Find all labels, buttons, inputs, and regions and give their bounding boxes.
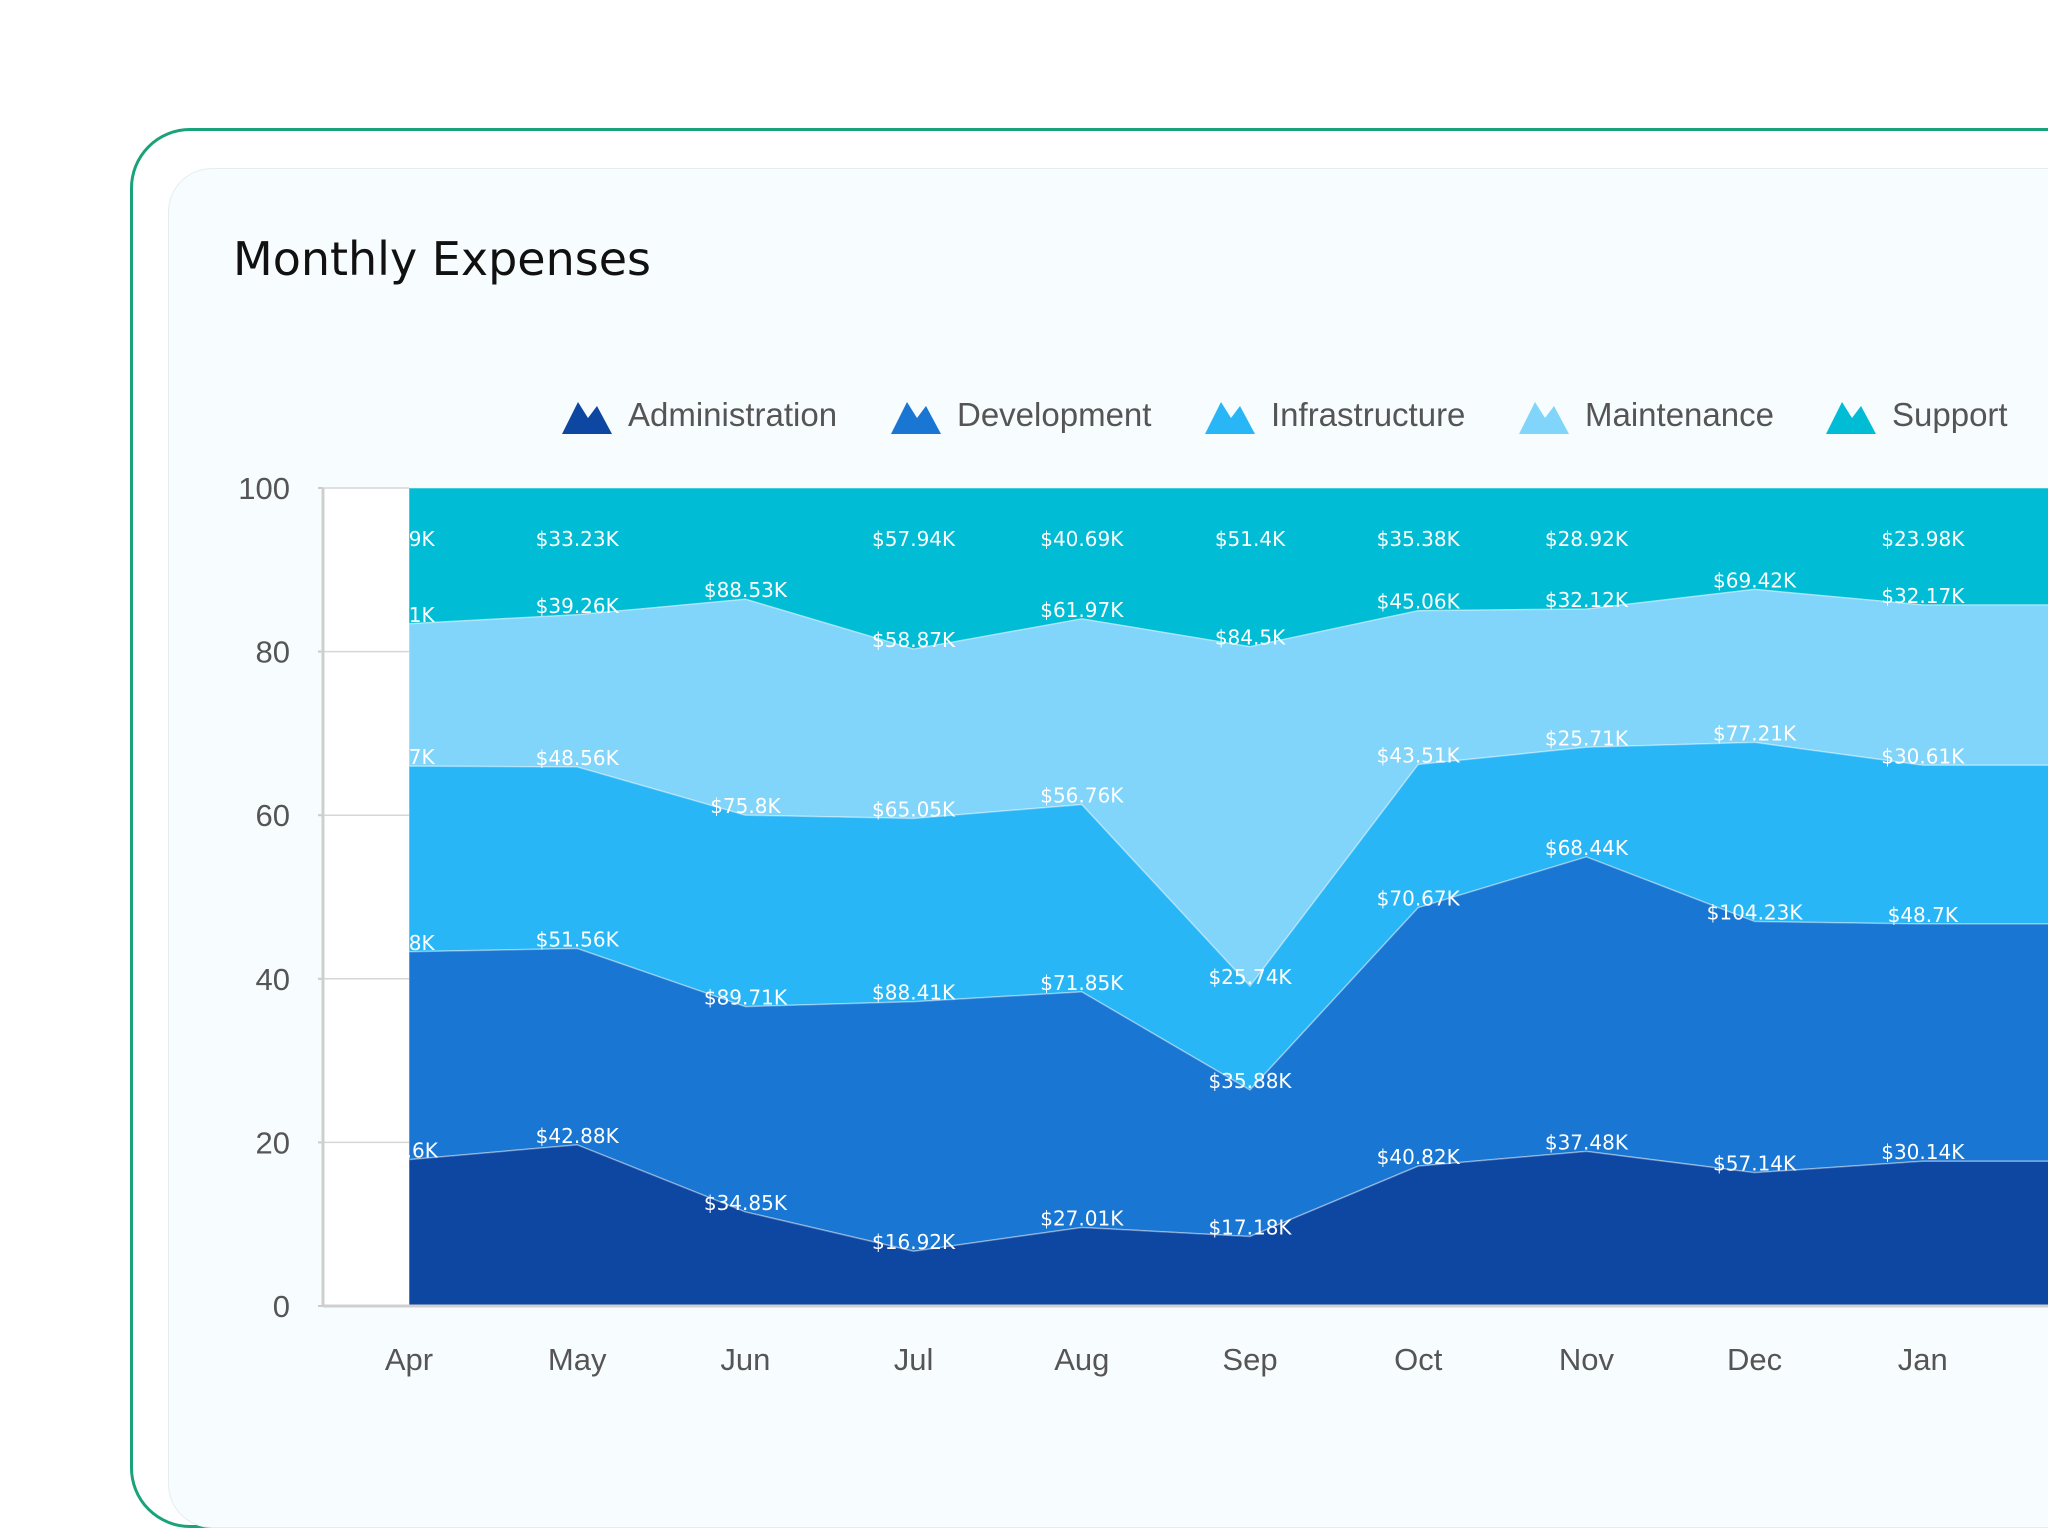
plot-area [323,487,2048,1307]
data-label-development: $51.56K [536,928,620,952]
data-label-development: $58K [383,931,435,955]
area-infrastructure [408,741,2048,1092]
data-label-development: $48.7K [1888,903,1959,927]
legend-label: Administration [628,396,837,433]
area-development [408,856,2048,1252]
plot-margin [323,488,409,1306]
legend-label: Maintenance [1585,396,1774,433]
data-label-administration: $27.01K [1040,1206,1124,1230]
data-label-development: $71.85K [1040,971,1124,995]
chart-title: Monthly Expenses [233,232,651,286]
area-series-icon [1826,402,1876,434]
data-label-development: $68.44K [1545,836,1629,860]
data-label-infrastructure: $56.76K [1040,784,1124,808]
data-label-administration: $30.14K [1881,1140,1965,1164]
y-tick-label: 20 [256,1125,290,1160]
x-tick-label: Sep [1222,1342,1277,1377]
data-label-support: $40.69K [1040,527,1124,551]
data-label-maintenance: $88.53K [704,578,788,602]
data-label-development: $89.71K [704,986,788,1010]
data-label-support: $51.4K [1215,527,1286,551]
area-series-icon [1205,402,1255,434]
data-label-development: $88.41K [872,981,956,1005]
data-label-support: $28.92K [1545,527,1629,551]
data-label-support: $23.98K [1881,527,1965,551]
data-label-administration: $40.82K [1377,1145,1461,1169]
data-label-maintenance: $45.06K [1377,590,1461,614]
legend-item-infrastructure[interactable]: Infrastructure [1205,396,1465,434]
data-label-maintenance: $32.17K [1881,584,1965,608]
chart-legend: Administration Development Infrastructure M… [562,396,2008,434]
data-label-maintenance: $69.42K [1713,568,1797,592]
x-tick-label: Aug [1054,1342,1109,1377]
data-label-maintenance: $41K [383,603,435,627]
data-label-support: $35.38K [1377,527,1461,551]
data-label-development: $104.23K [1707,901,1804,925]
data-label-infrastructure: $25.71K [1545,726,1629,750]
stacked-area-chart: Administration Development Infrastructure M… [238,396,2048,1377]
data-label-infrastructure: $65.05K [872,797,956,821]
data-label-infrastructure: $43.51K [1377,743,1461,767]
data-label-infrastructure: $30.61K [1881,744,1965,768]
data-label-infrastructure: $37K [383,745,435,769]
data-label-infrastructure: $48.56K [536,746,620,770]
area-series-icon [891,402,941,434]
legend-item-administration[interactable]: Administration [562,396,837,434]
data-label-development: $35.88K [1208,1069,1292,1093]
y-tick-label: 100 [238,471,290,506]
x-tick-label: Jun [720,1342,770,1377]
data-label-maintenance: $58.87K [872,628,956,652]
x-tick-label: Dec [1727,1342,1782,1377]
y-tick-label: 40 [256,962,290,997]
legend-label: Infrastructure [1271,396,1465,433]
x-tick-label: Jul [894,1342,934,1377]
data-label-administration: $37.48K [1545,1130,1629,1154]
legend-label: Development [957,396,1151,433]
data-label-infrastructure: $75.8K [710,794,781,818]
data-label-infrastructure: $25.74K [1208,965,1292,989]
data-label-support: $57.94K [872,527,956,551]
data-label-administration: $57.14K [1713,1152,1797,1176]
legend-item-support[interactable]: Support [1826,396,2008,434]
chart-axes: 0 20 40 60 80 100 Apr May Jun Jul Aug Sep Oct Nov Dec J… [238,471,2048,1377]
data-label-support: $49K [383,527,435,551]
legend-item-development[interactable]: Development [891,396,1151,434]
legend-label: Support [1892,396,2008,433]
data-label-administration: $16.92K [872,1230,956,1254]
legend-item-maintenance[interactable]: Maintenance [1519,396,1774,434]
data-label-maintenance: $32.12K [1545,588,1629,612]
area-support [408,487,2048,650]
x-tick-label: Jan [1898,1342,1948,1377]
x-tick-label: May [548,1342,607,1377]
x-tick-label: Oct [1394,1342,1443,1377]
y-tick-label: 0 [273,1289,290,1324]
data-label-administration: $17.18K [1208,1215,1292,1239]
data-label-support: $33.23K [536,527,620,551]
data-label-development: $70.67K [1377,887,1461,911]
data-label-maintenance: $84.5K [1215,626,1286,650]
x-tick-label: Nov [1559,1342,1615,1377]
data-label-administration: $34.85K [704,1191,788,1215]
y-tick-label: 60 [256,798,290,833]
data-label-maintenance: $39.26K [536,594,620,618]
area-series-icon [1519,402,1569,434]
area-series-icon [562,402,612,434]
data-label-maintenance: $61.97K [1040,598,1124,622]
data-label-infrastructure: $77.21K [1713,721,1797,745]
y-tick-label: 80 [256,635,290,670]
x-tick-label: Apr [385,1342,433,1377]
data-label-administration: $42.88K [536,1124,620,1148]
